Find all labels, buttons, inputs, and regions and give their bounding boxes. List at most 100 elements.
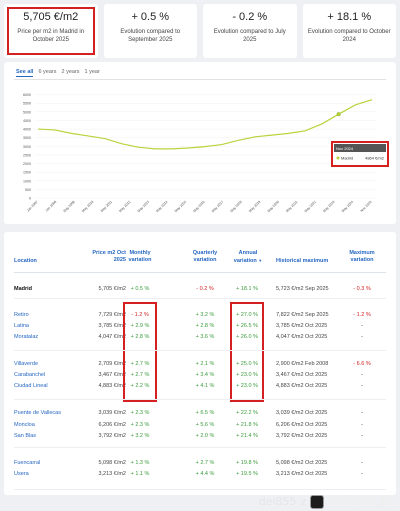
table-row: San Blas 3,792 €/m2 + 3.2 % + 2.0 % + 21.4 %… (4, 431, 396, 441)
cell-price: 3,213 €/m2 (98, 471, 126, 477)
y-tick-label: 500 (25, 188, 31, 192)
cell-maximum: - (361, 323, 363, 329)
x-tick-label: May 2024 (341, 200, 354, 213)
cell-location[interactable]: Carabanchel (14, 372, 46, 378)
cell-price: 3,785 €/m2 (98, 323, 126, 329)
cell-quarterly: + 2.7 % (195, 460, 215, 466)
header-quarterly[interactable]: Quarterly variation (192, 250, 218, 263)
tab-6-years[interactable]: 6 years (38, 69, 57, 75)
stat-value: + 0.5 % (131, 11, 170, 23)
cell-historical: 3,213 €/m2 Oct 2025 (276, 471, 328, 477)
x-tick-label: May 2016 (192, 200, 205, 213)
x-tick-label: May 2015 (174, 200, 187, 213)
header-monthly[interactable]: Monthly variation (128, 250, 152, 263)
cell-quarterly: + 3.6 % (195, 334, 215, 340)
cell-annual: + 26.5 % (236, 323, 258, 329)
cell-location[interactable]: Retiro (14, 312, 29, 318)
cell-historical: 3,792 €/m2 Oct 2025 (276, 433, 328, 439)
cell-monthly: + 2.9 % (130, 323, 150, 329)
row-divider (14, 447, 386, 448)
cell-price: 2,709 €/m2 (98, 361, 126, 367)
cell-annual: + 22.2 % (236, 410, 258, 416)
price-line-chart[interactable]: 6000550050004500400035003000250020001500… (4, 62, 396, 224)
table-row: Carabanchel 3,467 €/m2 + 2.7 % + 3.4 % + 23.… (4, 370, 396, 380)
header-maximum[interactable]: Maximum variation (349, 250, 375, 263)
x-tick-label: May 2023 (322, 200, 335, 213)
stat-card-annual: + 18.1 % Evolution compared to October 2… (302, 4, 396, 58)
table-row: Fuencarral 5,098 €/m2 + 1.3 % + 2.7 % + 19.8… (4, 458, 396, 468)
cell-annual: + 23.0 % (236, 383, 258, 389)
cell-quarterly: + 6.5 % (195, 410, 215, 416)
watermark-user: del855 (258, 495, 297, 508)
cell-location[interactable]: Fuencarral (14, 460, 41, 466)
cell-monthly: + 2.2 % (130, 383, 150, 389)
stat-value: + 18.1 % (327, 11, 372, 23)
cell-location[interactable]: San Blas (14, 433, 37, 439)
cell-historical: 6,206 €/m2 Oct 2025 (276, 422, 328, 428)
cell-quarterly: + 2.1 % (195, 361, 215, 367)
cell-location[interactable]: Ciudad Lineal (14, 383, 48, 389)
y-tick-label: 4000 (23, 128, 31, 132)
cell-historical: 5,723 €/m2 Sep 2025 (276, 286, 329, 292)
cell-price: 5,098 €/m2 (98, 460, 126, 466)
cell-monthly: + 1.1 % (130, 471, 150, 477)
cell-maximum: - (361, 460, 363, 466)
row-divider (14, 350, 386, 351)
tab-1-year[interactable]: 1 year (84, 69, 100, 75)
cell-quarterly: + 4.1 % (195, 383, 215, 389)
header-annual[interactable]: Annual variation ▼ (231, 250, 265, 265)
cell-location[interactable]: Villaverde (14, 361, 39, 367)
cell-annual: + 26.0 % (236, 334, 258, 340)
y-tick-label: 3500 (23, 136, 31, 140)
y-tick-label: 2500 (23, 153, 31, 157)
cell-price: 3,039 €/m2 (98, 410, 126, 416)
tab-see-all[interactable]: See all (16, 69, 34, 77)
x-tick-label: May 2013 (137, 200, 150, 213)
header-price[interactable]: Price m2 Oct 2025 (92, 250, 126, 263)
x-tick-label: May 2021 (285, 200, 298, 213)
sort-down-icon[interactable]: ▼ (258, 258, 263, 263)
table-row: Usera 3,213 €/m2 + 1.1 % + 4.4 % + 19.5 % 3,2… (4, 469, 396, 479)
tooltip-date: Nov 2024 (336, 146, 354, 151)
table-row: Moratalaz 4,047 €/m2 + 2.8 % + 3.6 % + 26.0 … (4, 332, 396, 342)
cell-monthly: + 2.7 % (130, 361, 150, 367)
cell-quarterly: + 3.2 % (195, 312, 215, 318)
cell-location[interactable]: Moncloa (14, 422, 35, 428)
cell-historical: 3,467 €/m2 Oct 2025 (276, 372, 328, 378)
y-tick-label: 1000 (23, 179, 31, 183)
cell-monthly: + 2.7 % (130, 372, 150, 378)
cell-historical: 4,883 €/m2 Oct 2025 (276, 383, 328, 389)
chart-panel: See all 6 years 2 years 1 year 6000 5500 5… (4, 62, 396, 224)
cell-location[interactable]: Puente de Vallecas (14, 410, 61, 416)
cell-quarterly: + 2.8 % (195, 323, 215, 329)
cell-maximum: - (361, 334, 363, 340)
table-row: Moncloa 6,206 €/m2 + 2.3 % + 5.6 % + 21.8 % 6… (4, 420, 396, 430)
cell-maximum: - (361, 422, 363, 428)
cell-maximum: - 6.6 % (353, 361, 371, 367)
cell-monthly: + 1.3 % (130, 460, 150, 466)
cell-quarterly: - 0.2 % (196, 286, 214, 292)
cell-location[interactable]: Latina (14, 323, 29, 329)
watermark-separator: z (300, 495, 307, 508)
cell-quarterly: + 5.6 % (195, 422, 215, 428)
cell-historical: 2,900 €/m2 Feb 2008 (276, 361, 329, 367)
x-tick-label: May 2010 (81, 200, 94, 213)
tooltip-value: 4864 €/m2 (365, 156, 385, 161)
watermark: del855 z wykop.pl (259, 494, 394, 509)
cell-monthly: - 1.2 % (131, 312, 149, 318)
cell-annual: + 23.0 % (236, 372, 258, 378)
cell-annual: + 19.5 % (236, 471, 258, 477)
header-historical[interactable]: Historical maximum (276, 258, 329, 264)
cell-annual: + 25.0 % (236, 361, 258, 367)
stat-label: Evolution compared to October 2024 (307, 29, 391, 43)
cell-location[interactable]: Usera (14, 471, 29, 477)
cell-annual: + 19.8 % (236, 460, 258, 466)
cell-location[interactable]: Moratalaz (14, 334, 39, 340)
header-divider (14, 272, 386, 273)
stats-row: 5,705 €/m2 Price per m2 in Madrid in Oct… (4, 4, 396, 58)
cell-location: Madrid (14, 286, 33, 292)
row-divider (14, 399, 386, 400)
cell-maximum: - (361, 433, 363, 439)
tab-2-years[interactable]: 2 years (61, 69, 80, 75)
header-location[interactable]: Location (14, 258, 37, 264)
